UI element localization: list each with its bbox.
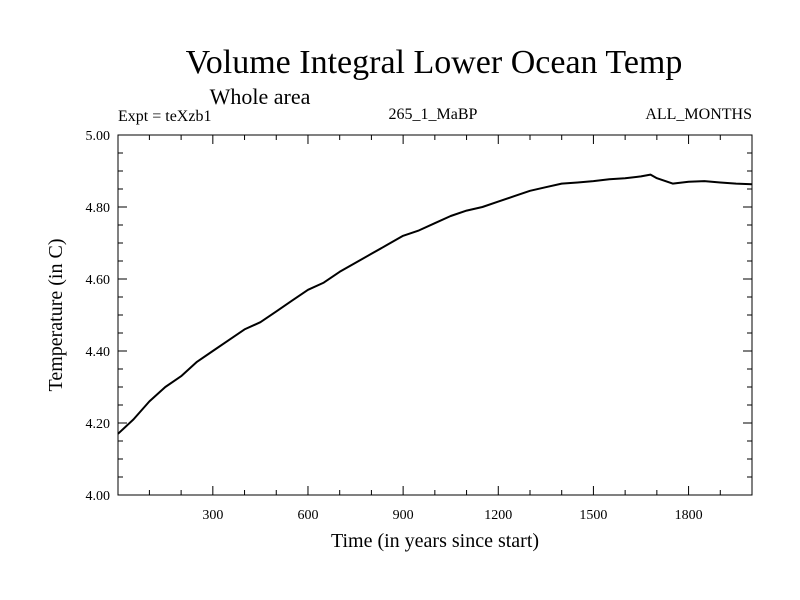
- run-label: 265_1_MaBP: [389, 106, 478, 123]
- x-tick-label: 600: [297, 508, 318, 523]
- y-tick-label: 4.40: [86, 345, 111, 360]
- x-tick-label: 1200: [484, 508, 512, 523]
- plot-frame: [117, 134, 753, 496]
- x-tick-label: 1800: [675, 508, 703, 523]
- y-tick-label: 4.00: [86, 489, 111, 504]
- x-axis: 300 600 900 1200 1500 1800: [148, 135, 721, 523]
- y-tick-label: 5.00: [86, 129, 111, 144]
- season-label: ALL_MONTHS: [645, 106, 752, 123]
- experiment-label: Expt = teXzb1: [118, 108, 211, 125]
- y-tick-label: 4.80: [86, 201, 111, 216]
- y-axis-label: Temperature (in C): [45, 239, 67, 392]
- y-axis: 4.00 4.20 4.40 4.60 4.80 5.00: [86, 129, 752, 504]
- chart-subtitle: Whole area: [210, 84, 311, 109]
- series-line-temperature: [117, 173, 753, 435]
- x-tick-label: 1500: [579, 508, 607, 523]
- x-tick-label: 300: [202, 508, 223, 523]
- y-tick-label: 4.60: [86, 273, 111, 288]
- x-axis-label: Time (in years since start): [331, 530, 539, 552]
- chart-title: Volume Integral Lower Ocean Temp: [186, 44, 683, 81]
- y-tick-label: 4.20: [86, 417, 111, 432]
- x-tick-label: 900: [393, 508, 414, 523]
